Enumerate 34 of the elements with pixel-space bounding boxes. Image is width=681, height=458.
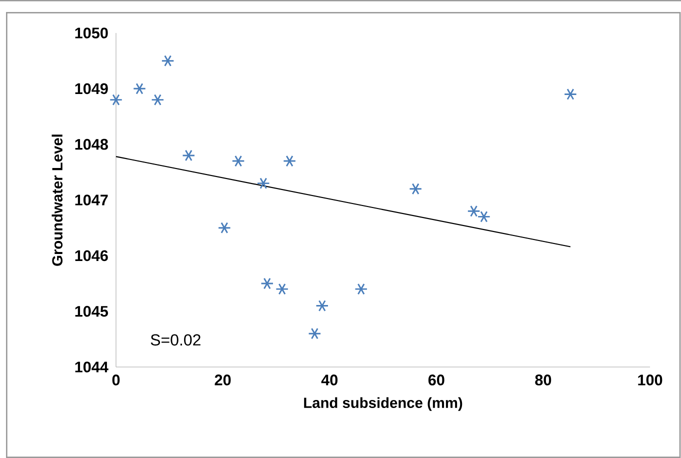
point (182, 150, 196, 162)
point (477, 210, 491, 223)
y-axis-title: Groundwater Level (52, 134, 63, 266)
point (161, 55, 174, 67)
point (275, 283, 289, 295)
point (467, 205, 480, 217)
point (232, 155, 245, 167)
x-tick-label: 20 (214, 374, 231, 386)
point (354, 283, 368, 295)
x-tick-label: 100 (638, 374, 662, 386)
x-tick-label: 40 (321, 374, 338, 386)
x-tick-label: 80 (535, 374, 552, 386)
point (260, 278, 274, 290)
y-tick-label: 1047 (75, 194, 108, 206)
y-tick-label: 1049 (75, 83, 108, 94)
point (218, 222, 232, 234)
x-tick-label: 60 (428, 374, 444, 386)
point (256, 177, 270, 190)
point (308, 328, 322, 340)
annotation: S=0.02 (150, 334, 200, 346)
point (282, 155, 296, 167)
x-tick-label: 0 (112, 374, 120, 386)
y-tick-label: 1050 (75, 28, 108, 38)
point (564, 88, 578, 100)
y-tick-label: 1048 (75, 138, 108, 150)
y-tick-label: 1045 (75, 306, 108, 317)
point (132, 82, 146, 94)
point (316, 300, 329, 312)
point (109, 94, 123, 106)
point (151, 94, 164, 106)
x-axis-title: Land subsidence (mm) (304, 397, 462, 411)
y-tick-label: 1044 (75, 362, 108, 372)
y-tick-label: 1046 (75, 250, 108, 262)
point (408, 183, 422, 195)
